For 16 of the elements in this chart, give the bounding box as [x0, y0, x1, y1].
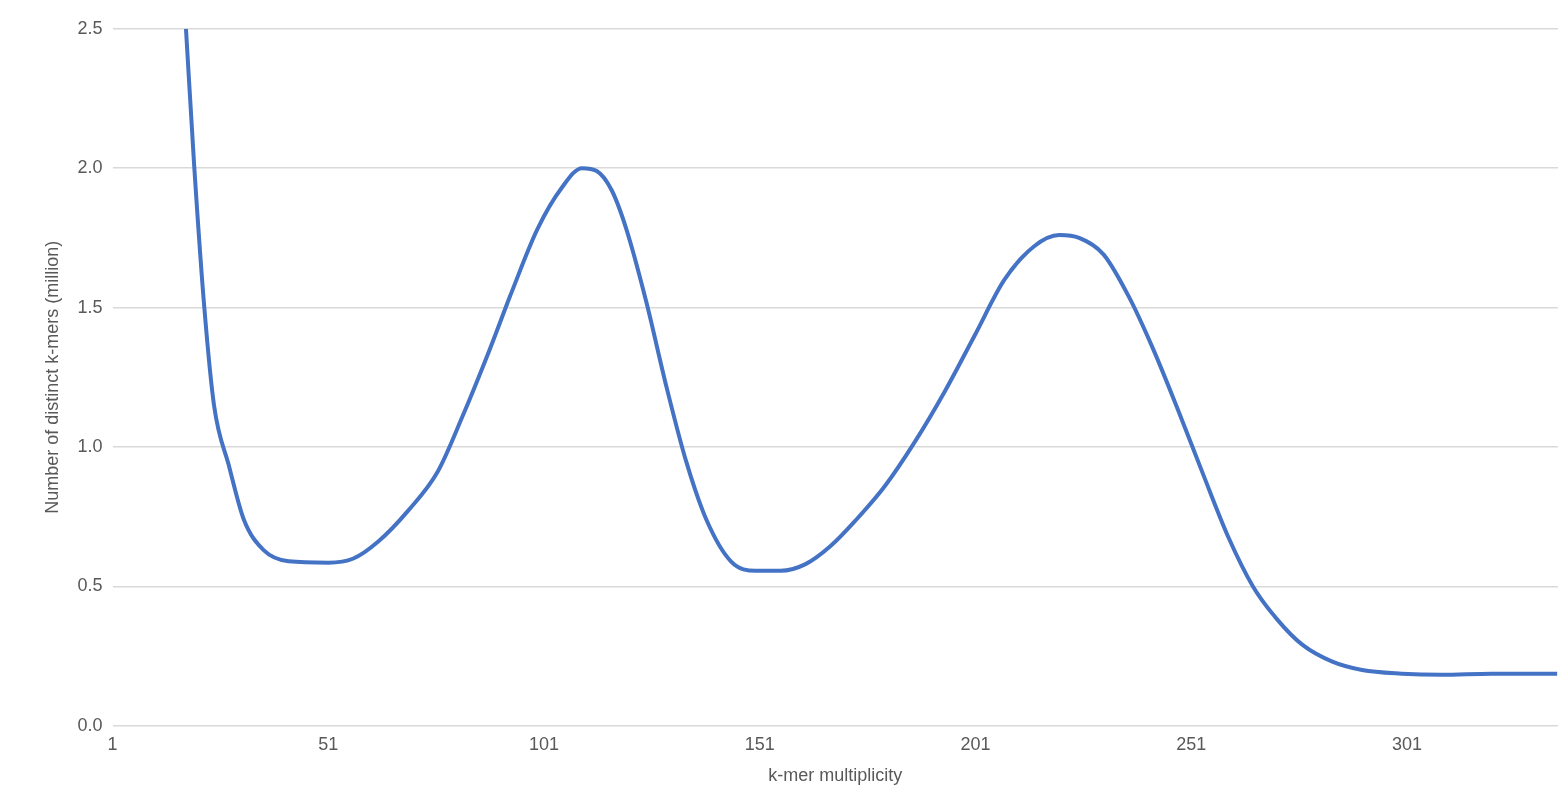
line-series [183, 28, 1558, 677]
y-tick-label: 1.5 [77, 296, 103, 317]
x-tick-label: 51 [318, 733, 339, 754]
x-tick-label: 301 [1391, 733, 1423, 754]
x-tick-label: 251 [1176, 733, 1207, 754]
x-tick-label: 101 [529, 733, 560, 754]
y-tick-label: 0.5 [77, 575, 103, 596]
x-tick-label: 151 [744, 733, 775, 754]
y-tick-label: 1.0 [77, 435, 103, 456]
y-tick-label: 0.0 [77, 714, 103, 735]
y-axis-title: Number of distinct k-mers (million) [41, 240, 62, 514]
y-tick-label: 2.5 [77, 17, 103, 38]
x-tick-label: 201 [960, 733, 991, 754]
x-axis-title: k-mer multiplicity [768, 765, 903, 786]
y-tick-label: 2.0 [77, 157, 103, 178]
x-tick-label: 1 [107, 733, 118, 754]
